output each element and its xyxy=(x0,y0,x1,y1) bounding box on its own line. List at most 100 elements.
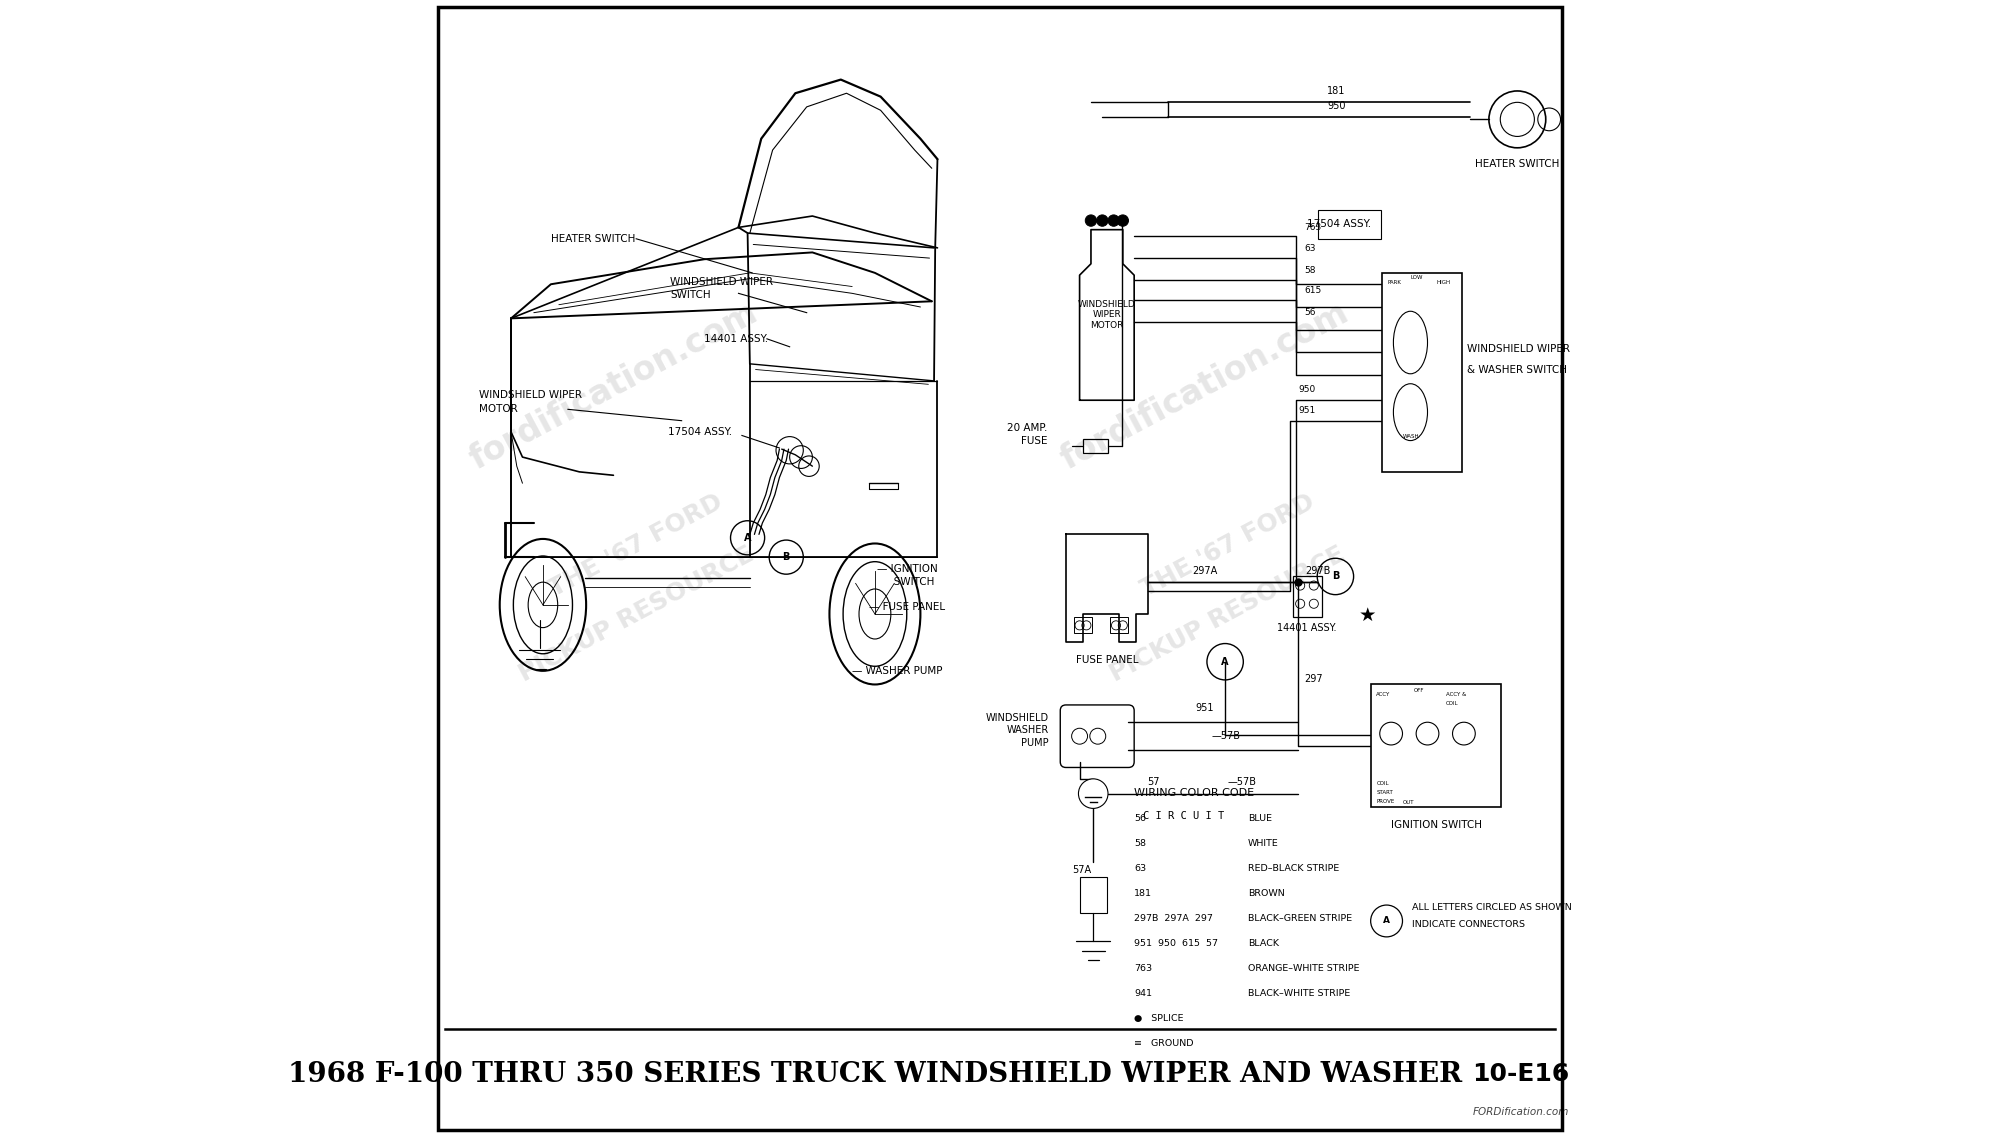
Text: FORDification.com: FORDification.com xyxy=(1472,1107,1568,1117)
Text: COIL: COIL xyxy=(1446,700,1458,706)
Text: THE '67 FORD: THE '67 FORD xyxy=(1136,490,1318,601)
Circle shape xyxy=(1078,779,1108,808)
Text: HEATER SWITCH: HEATER SWITCH xyxy=(550,234,636,243)
Text: 14401 ASSY.: 14401 ASSY. xyxy=(1278,623,1336,633)
Text: 14401 ASSY.: 14401 ASSY. xyxy=(704,334,768,343)
Text: B: B xyxy=(1332,572,1340,581)
Text: RED–BLACK STRIPE: RED–BLACK STRIPE xyxy=(1248,864,1340,873)
Circle shape xyxy=(1108,215,1120,226)
Text: 17504 ASSY.: 17504 ASSY. xyxy=(668,428,732,437)
Text: ORANGE–WHITE STRIPE: ORANGE–WHITE STRIPE xyxy=(1248,964,1360,973)
Text: MOTOR: MOTOR xyxy=(480,404,518,414)
Text: ★: ★ xyxy=(1358,606,1376,625)
Text: INDICATE CONNECTORS: INDICATE CONNECTORS xyxy=(1412,920,1524,929)
Text: ●   SPLICE: ● SPLICE xyxy=(1134,1014,1184,1023)
Text: 181: 181 xyxy=(1134,889,1152,898)
Text: WINDSHIELD WIPER: WINDSHIELD WIPER xyxy=(480,390,582,400)
Text: WASHER: WASHER xyxy=(1006,725,1048,736)
Bar xyxy=(1294,576,1322,617)
Text: 10-E16: 10-E16 xyxy=(1472,1062,1570,1087)
Text: BLUE: BLUE xyxy=(1248,814,1272,823)
Text: ALL LETTERS CIRCLED AS SHOWN: ALL LETTERS CIRCLED AS SHOWN xyxy=(1412,903,1572,912)
Text: 56: 56 xyxy=(1304,308,1316,317)
Text: A: A xyxy=(1222,657,1228,666)
Text: 763: 763 xyxy=(1304,223,1322,232)
Text: 951: 951 xyxy=(1196,703,1214,713)
Text: OFF: OFF xyxy=(1414,688,1424,694)
Text: WINDSHIELD
WIPER
MOTOR: WINDSHIELD WIPER MOTOR xyxy=(1078,300,1136,330)
Circle shape xyxy=(1096,215,1108,226)
Text: WINDSHIELD WIPER: WINDSHIELD WIPER xyxy=(1468,345,1570,355)
Text: BLACK: BLACK xyxy=(1248,939,1278,948)
Text: 56: 56 xyxy=(1134,814,1146,823)
Text: LOW: LOW xyxy=(1410,274,1422,280)
Text: 63: 63 xyxy=(1304,244,1316,254)
Text: IGNITION SWITCH: IGNITION SWITCH xyxy=(1390,820,1482,830)
Text: 763: 763 xyxy=(1134,964,1152,973)
Text: SWITCH: SWITCH xyxy=(670,290,710,300)
Text: & WASHER SWITCH: & WASHER SWITCH xyxy=(1468,365,1568,375)
Text: fordification.com: fordification.com xyxy=(464,297,762,476)
Circle shape xyxy=(1086,215,1096,226)
Text: 20 AMP.: 20 AMP. xyxy=(1008,423,1048,432)
Text: WIRING COLOR CODE: WIRING COLOR CODE xyxy=(1134,788,1254,798)
Text: HIGH: HIGH xyxy=(1436,280,1450,285)
Text: 615: 615 xyxy=(1304,287,1322,296)
Text: PROVE: PROVE xyxy=(1376,798,1394,804)
Text: OUT: OUT xyxy=(1402,799,1414,805)
Text: ACCY &: ACCY & xyxy=(1446,691,1466,697)
Text: C I R C U I T: C I R C U I T xyxy=(1144,811,1224,821)
Text: ACCY: ACCY xyxy=(1376,691,1390,697)
Text: 57: 57 xyxy=(1148,777,1160,787)
Bar xyxy=(1318,210,1380,239)
Text: — FUSE PANEL: — FUSE PANEL xyxy=(870,603,946,612)
Text: 297: 297 xyxy=(1304,674,1324,684)
Text: PUMP: PUMP xyxy=(1022,738,1048,748)
Text: 297B  297A  297: 297B 297A 297 xyxy=(1134,914,1214,923)
Text: 297A: 297A xyxy=(1192,566,1218,576)
Text: PICKUP RESOURCE: PICKUP RESOURCE xyxy=(1106,542,1348,686)
Text: 58: 58 xyxy=(1134,839,1146,848)
Bar xyxy=(1084,439,1108,453)
Text: THE '67 FORD: THE '67 FORD xyxy=(546,490,726,601)
Text: PARK: PARK xyxy=(1388,280,1402,285)
Text: 297B: 297B xyxy=(1306,566,1332,576)
Bar xyxy=(1370,684,1502,807)
Text: WHITE: WHITE xyxy=(1248,839,1278,848)
Text: 951: 951 xyxy=(1298,406,1316,415)
Text: 17504 ASSY.: 17504 ASSY. xyxy=(1306,219,1372,230)
Text: — IGNITION: — IGNITION xyxy=(878,564,938,573)
Text: 57A: 57A xyxy=(1072,865,1092,875)
Text: 63: 63 xyxy=(1134,864,1146,873)
Text: A: A xyxy=(744,533,752,542)
Text: 950: 950 xyxy=(1328,101,1346,111)
Text: A: A xyxy=(1384,916,1390,926)
Text: 941: 941 xyxy=(1134,989,1152,998)
Text: WINDSHIELD: WINDSHIELD xyxy=(986,713,1048,723)
Text: FUSE PANEL: FUSE PANEL xyxy=(1076,655,1138,665)
Text: fordification.com: fordification.com xyxy=(1056,297,1354,476)
Text: COIL: COIL xyxy=(1376,780,1388,786)
Circle shape xyxy=(1118,215,1128,226)
Text: 1968 F-100 THRU 350 SERIES TRUCK WINDSHIELD WIPER AND WASHER: 1968 F-100 THRU 350 SERIES TRUCK WINDSHI… xyxy=(288,1061,1462,1088)
Text: 58: 58 xyxy=(1304,266,1316,275)
Text: START: START xyxy=(1376,789,1394,795)
Bar xyxy=(1110,617,1128,633)
Text: HEATER SWITCH: HEATER SWITCH xyxy=(1476,159,1560,169)
Text: 951  950  615  57: 951 950 615 57 xyxy=(1134,939,1218,948)
Text: ≡   GROUND: ≡ GROUND xyxy=(1134,1039,1194,1048)
Text: 181: 181 xyxy=(1328,86,1346,97)
Text: WASH: WASH xyxy=(1402,433,1420,439)
Text: BROWN: BROWN xyxy=(1248,889,1284,898)
Text: BLACK–GREEN STRIPE: BLACK–GREEN STRIPE xyxy=(1248,914,1352,923)
Text: — WASHER PUMP: — WASHER PUMP xyxy=(852,666,942,675)
Bar xyxy=(1382,273,1462,472)
Text: WINDSHIELD WIPER: WINDSHIELD WIPER xyxy=(670,276,774,287)
Bar xyxy=(1074,617,1092,633)
Text: PICKUP RESOURCE: PICKUP RESOURCE xyxy=(514,542,758,686)
Text: B: B xyxy=(782,553,790,562)
Bar xyxy=(1080,877,1106,913)
Text: FUSE: FUSE xyxy=(1022,437,1048,446)
Text: SWITCH: SWITCH xyxy=(884,578,934,587)
Text: BLACK–WHITE STRIPE: BLACK–WHITE STRIPE xyxy=(1248,989,1350,998)
